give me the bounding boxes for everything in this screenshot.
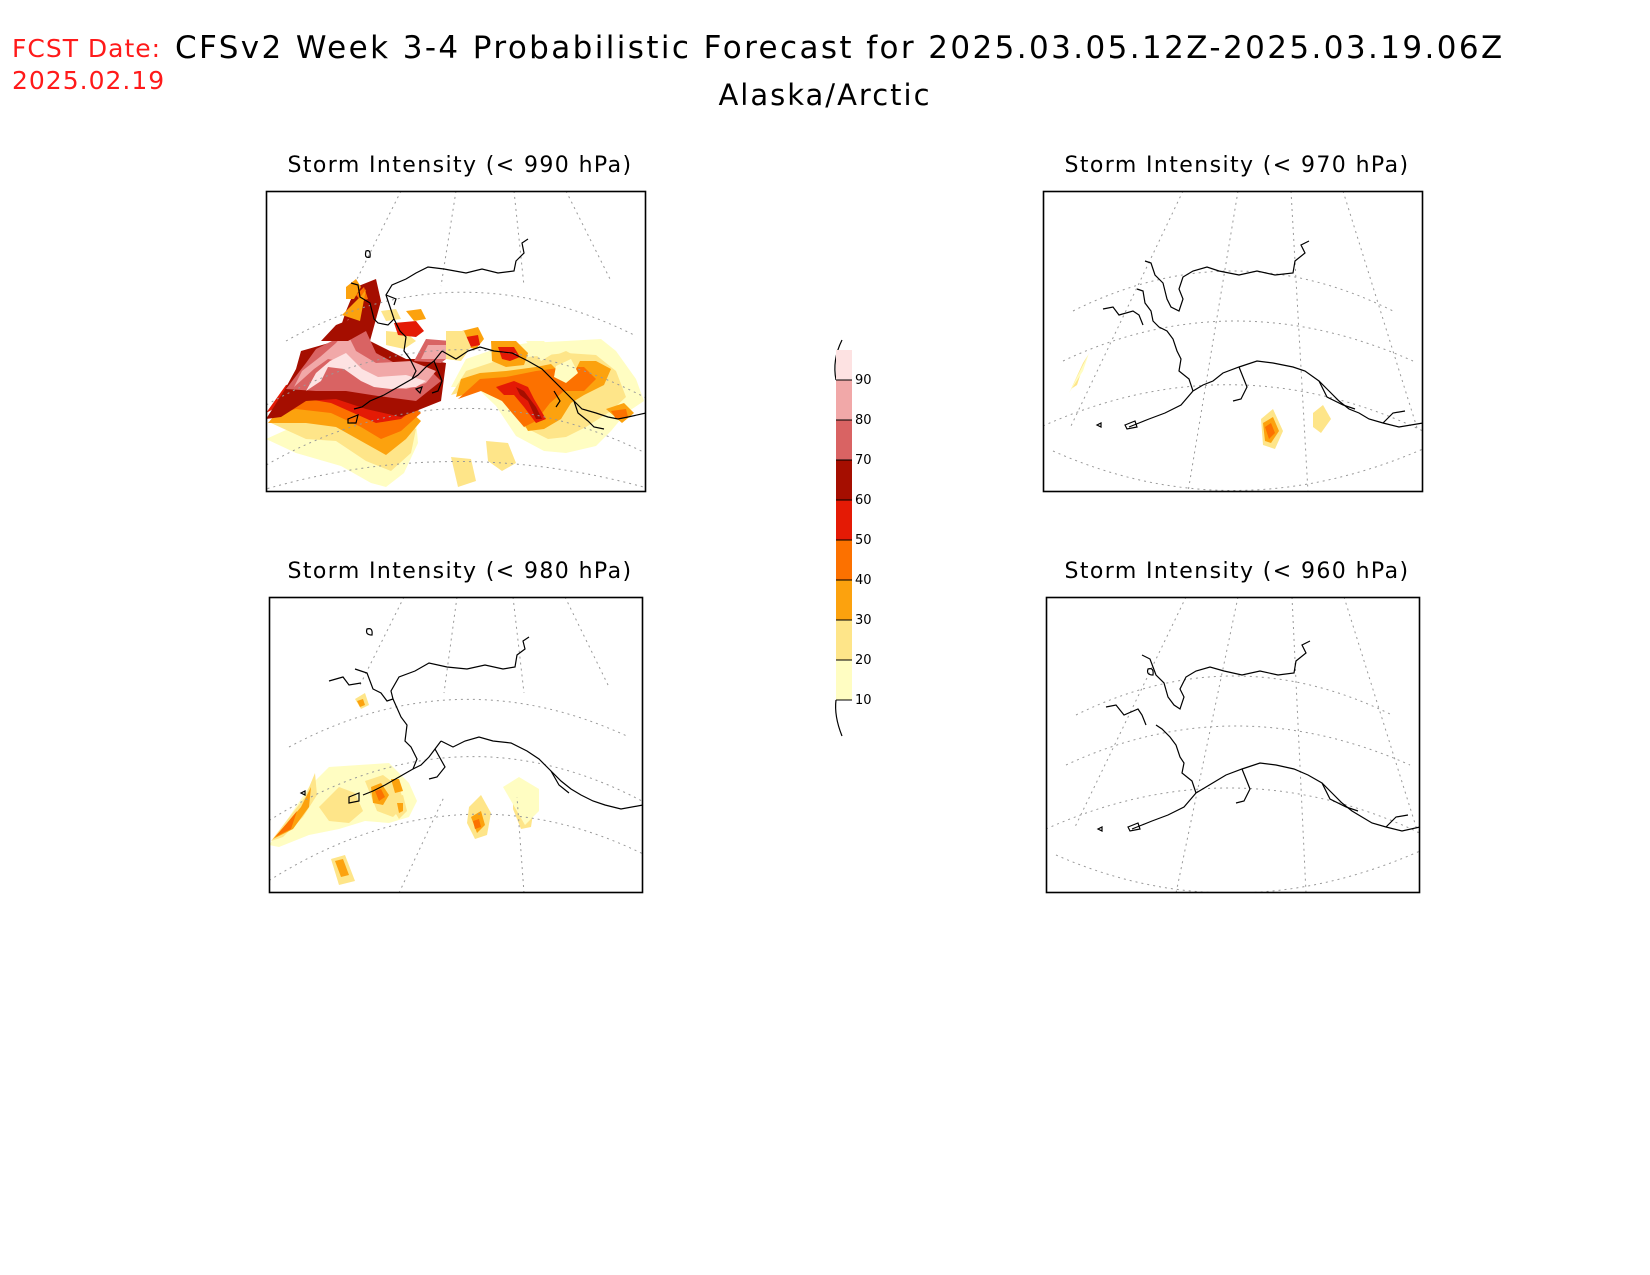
colorbar-swatch-6 — [836, 460, 852, 500]
colorbar-label-60: 60 — [855, 493, 872, 508]
coastline — [299, 628, 643, 810]
probability-shading — [1069, 353, 1331, 449]
colorbar-label-10: 10 — [855, 693, 872, 708]
panel-title-980: Storm Intensity (< 980 hPa) — [287, 559, 633, 584]
colorbar-top-cap — [834, 339, 843, 381]
colorbar-label-20: 20 — [855, 653, 872, 668]
probability-shading — [266, 279, 644, 487]
colorbar-swatch-3 — [836, 580, 852, 620]
colorbar-swatch-7 — [836, 420, 852, 460]
map-panel-990 — [265, 190, 647, 493]
colorbar-label-70: 70 — [855, 453, 872, 468]
colorbar-swatch-4 — [836, 540, 852, 580]
map-frame — [1045, 596, 1421, 894]
panel-title-960: Storm Intensity (< 960 hPa) — [1064, 559, 1410, 584]
map-frame — [1042, 190, 1424, 493]
coastline — [1095, 240, 1423, 430]
coastline — [1096, 640, 1420, 832]
colorbar-swatch-2 — [836, 620, 852, 660]
colorbar-label-30: 30 — [855, 613, 872, 628]
region-subtitle: Alaska/Arctic — [718, 78, 932, 112]
colorbar-swatch-1 — [836, 660, 852, 700]
map-panel-960 — [1045, 596, 1421, 894]
forecast-date-label: FCST Date: — [12, 34, 162, 63]
map-frame — [265, 190, 647, 493]
colorbar-swatch-8 — [836, 380, 852, 420]
map-panel-970 — [1042, 190, 1424, 493]
panel-title-990: Storm Intensity (< 990 hPa) — [287, 153, 633, 178]
panel-title-970: Storm Intensity (< 970 hPa) — [1064, 153, 1410, 178]
colorbar-label-90: 90 — [855, 373, 872, 388]
forecast-date-value: 2025.02.19 — [12, 66, 166, 95]
colorbar-bottom-cap — [835, 699, 843, 737]
probability-shading — [269, 693, 539, 885]
colorbar-swatch-5 — [836, 500, 852, 540]
colorbar-label-80: 80 — [855, 413, 872, 428]
latlon-grid — [1046, 597, 1420, 893]
latlon-grid — [269, 597, 643, 893]
coastline — [347, 238, 646, 430]
map-frame — [268, 596, 644, 894]
colorbar-label-40: 40 — [855, 573, 872, 588]
latlon-grid — [266, 191, 646, 490]
map-panel-980 — [268, 596, 644, 894]
colorbar-legend: 10 20 30 40 50 60 70 80 90 — [834, 339, 872, 737]
main-title: CFSv2 Week 3-4 Probabilistic Forecast fo… — [175, 30, 1505, 66]
colorbar-swatch-9 — [836, 350, 852, 380]
colorbar-label-50: 50 — [855, 533, 872, 548]
latlon-grid — [1043, 191, 1423, 492]
